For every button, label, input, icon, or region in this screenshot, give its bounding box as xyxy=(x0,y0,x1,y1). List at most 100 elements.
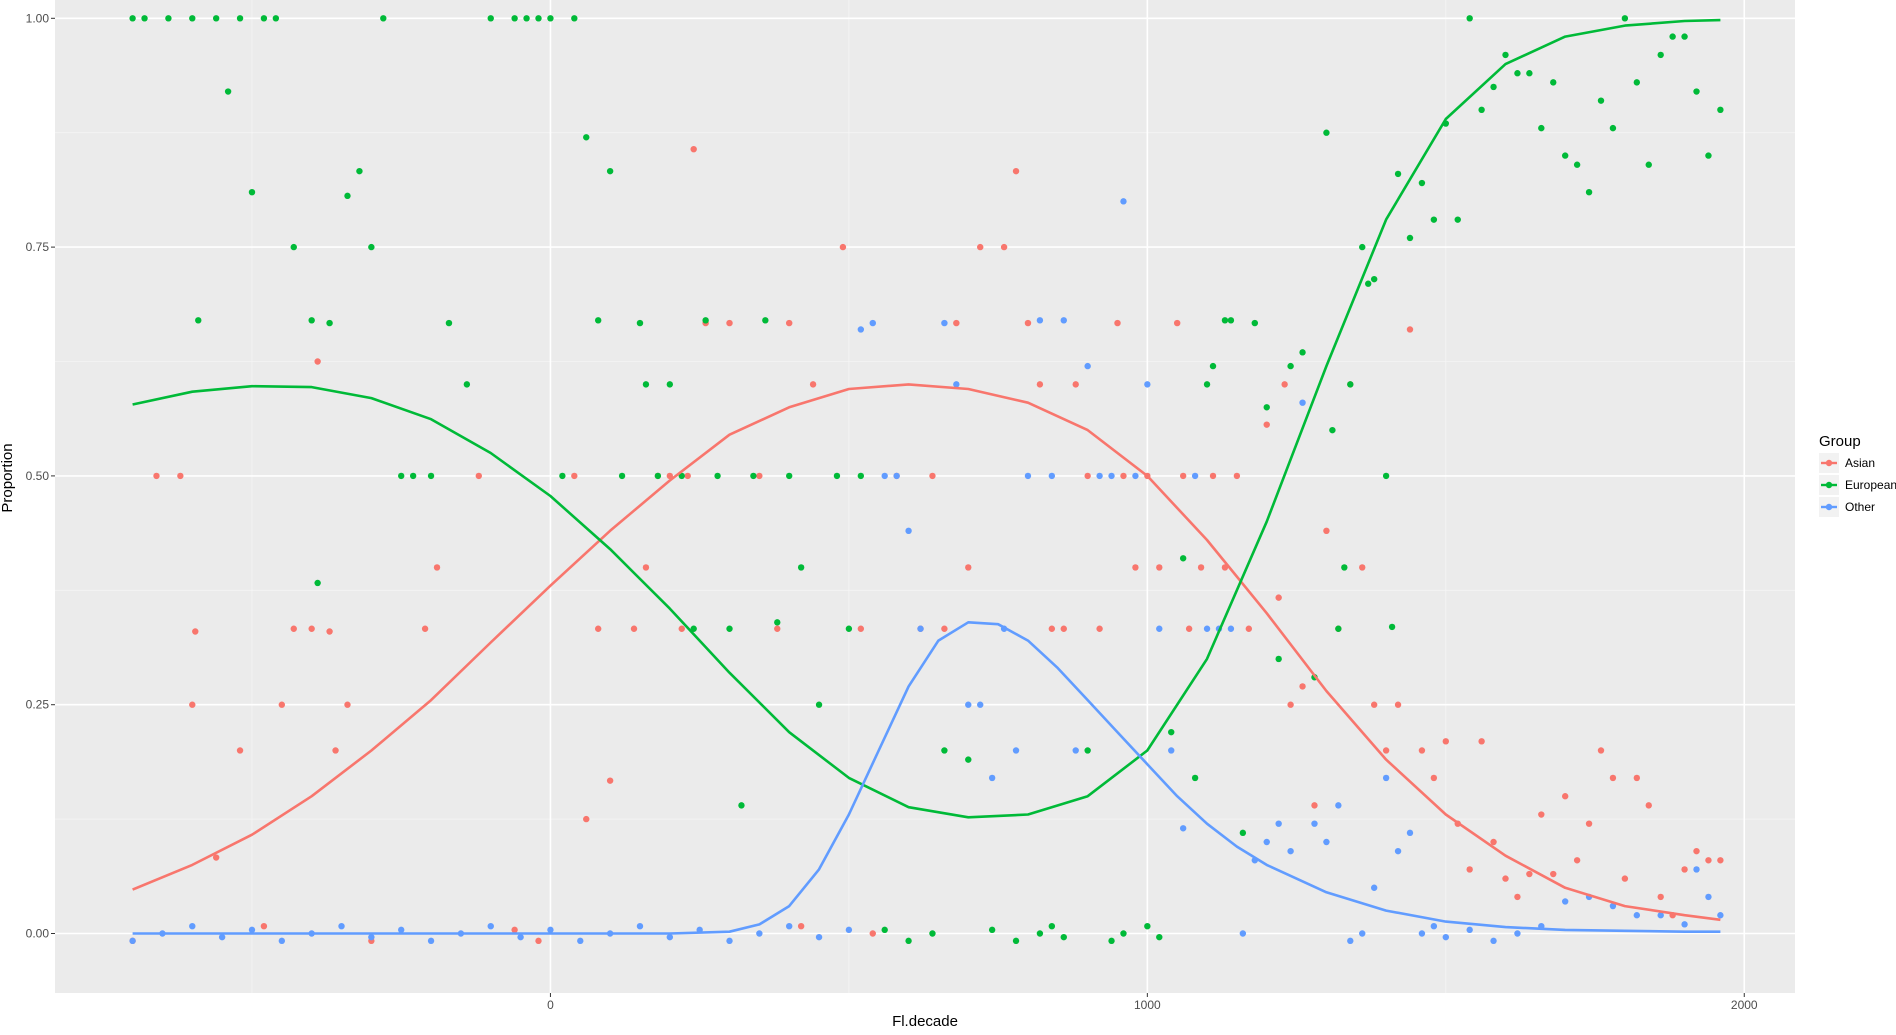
point-other xyxy=(1693,866,1700,873)
fit-line-asian xyxy=(132,383,1721,922)
y-tick-label: 0.75 xyxy=(26,240,50,254)
point-european xyxy=(1221,317,1229,324)
point-european xyxy=(409,472,417,480)
point-asian xyxy=(1478,738,1485,745)
point-other xyxy=(1442,933,1450,941)
point-european xyxy=(1239,829,1247,837)
point-asian xyxy=(1502,875,1509,882)
point-european xyxy=(929,930,936,937)
point-other xyxy=(278,937,286,945)
point-other xyxy=(368,933,375,941)
point-other xyxy=(1120,198,1127,205)
point-asian xyxy=(153,472,160,480)
point-asian xyxy=(1538,811,1545,818)
point-european xyxy=(1538,124,1545,132)
point-other xyxy=(129,937,136,945)
point-asian xyxy=(1526,870,1533,878)
point-asian xyxy=(1418,747,1426,754)
point-asian xyxy=(1024,319,1032,327)
point-european xyxy=(1388,623,1396,631)
point-other xyxy=(1203,625,1211,632)
point-asian xyxy=(756,472,763,480)
point-european xyxy=(314,579,321,587)
point-asian xyxy=(869,930,876,937)
point-european xyxy=(618,472,626,480)
point-european xyxy=(1341,564,1348,571)
point-european xyxy=(988,926,996,934)
point-other xyxy=(1084,362,1091,370)
point-asian xyxy=(1561,793,1569,800)
point-european xyxy=(1048,922,1056,930)
point-european xyxy=(141,15,148,22)
point-other xyxy=(398,926,405,934)
point-european xyxy=(165,15,172,22)
point-asian xyxy=(475,472,483,480)
point-european xyxy=(1299,349,1306,356)
point-other xyxy=(815,933,823,941)
point-asian xyxy=(260,922,268,930)
point-asian xyxy=(1406,326,1414,333)
point-other xyxy=(1430,922,1438,930)
point-other xyxy=(1168,747,1175,754)
point-other xyxy=(1263,838,1270,846)
point-asian xyxy=(177,472,184,480)
legend-key-point-asian xyxy=(1825,459,1833,467)
point-asian xyxy=(666,472,674,480)
point-other xyxy=(941,319,948,327)
point-european xyxy=(1669,33,1676,40)
point-asian xyxy=(1597,747,1605,754)
point-european xyxy=(786,472,793,480)
point-asian xyxy=(1681,866,1688,873)
point-other xyxy=(1681,921,1688,928)
point-european xyxy=(1693,88,1700,95)
point-european xyxy=(571,15,578,22)
point-asian xyxy=(1311,802,1318,809)
point-other xyxy=(1239,930,1247,937)
y-tick-label: 0.25 xyxy=(26,698,50,712)
point-asian xyxy=(642,564,650,571)
point-european xyxy=(1550,79,1557,86)
point-european xyxy=(368,243,375,251)
point-european xyxy=(1347,381,1354,388)
point-european xyxy=(1012,937,1020,945)
point-other xyxy=(1060,317,1067,324)
point-asian xyxy=(1000,243,1008,251)
point-european xyxy=(511,15,518,22)
point-other xyxy=(1144,381,1151,388)
point-asian xyxy=(953,319,960,327)
point-asian xyxy=(332,747,339,754)
point-european xyxy=(326,319,333,327)
point-asian xyxy=(571,472,578,480)
point-asian xyxy=(1245,625,1253,632)
point-european xyxy=(1502,51,1509,59)
point-asian xyxy=(583,815,590,823)
point-asian xyxy=(1072,381,1079,388)
point-european xyxy=(260,15,268,22)
point-european xyxy=(272,15,280,22)
point-european xyxy=(750,472,757,480)
point-european xyxy=(195,317,202,324)
point-other xyxy=(1048,472,1056,480)
point-asian xyxy=(1048,625,1056,632)
point-european xyxy=(1335,625,1342,632)
y-tick-label: 0.50 xyxy=(26,469,50,483)
grid-minor xyxy=(55,0,1795,993)
point-european xyxy=(463,381,471,388)
point-asian xyxy=(511,926,518,934)
point-european xyxy=(774,619,781,626)
point-other xyxy=(988,774,996,782)
legend-label-european: European xyxy=(1845,478,1896,492)
point-other xyxy=(1096,472,1103,480)
point-european xyxy=(1370,275,1378,283)
point-asian xyxy=(1185,625,1193,632)
point-asian xyxy=(421,625,429,632)
point-asian xyxy=(278,701,286,708)
point-european xyxy=(1382,472,1390,480)
point-asian xyxy=(1299,683,1306,690)
point-asian xyxy=(290,625,297,632)
point-asian xyxy=(192,628,199,635)
point-asian xyxy=(1633,774,1641,782)
point-asian xyxy=(1550,870,1557,878)
point-other xyxy=(1717,912,1724,919)
point-asian xyxy=(1060,625,1067,632)
